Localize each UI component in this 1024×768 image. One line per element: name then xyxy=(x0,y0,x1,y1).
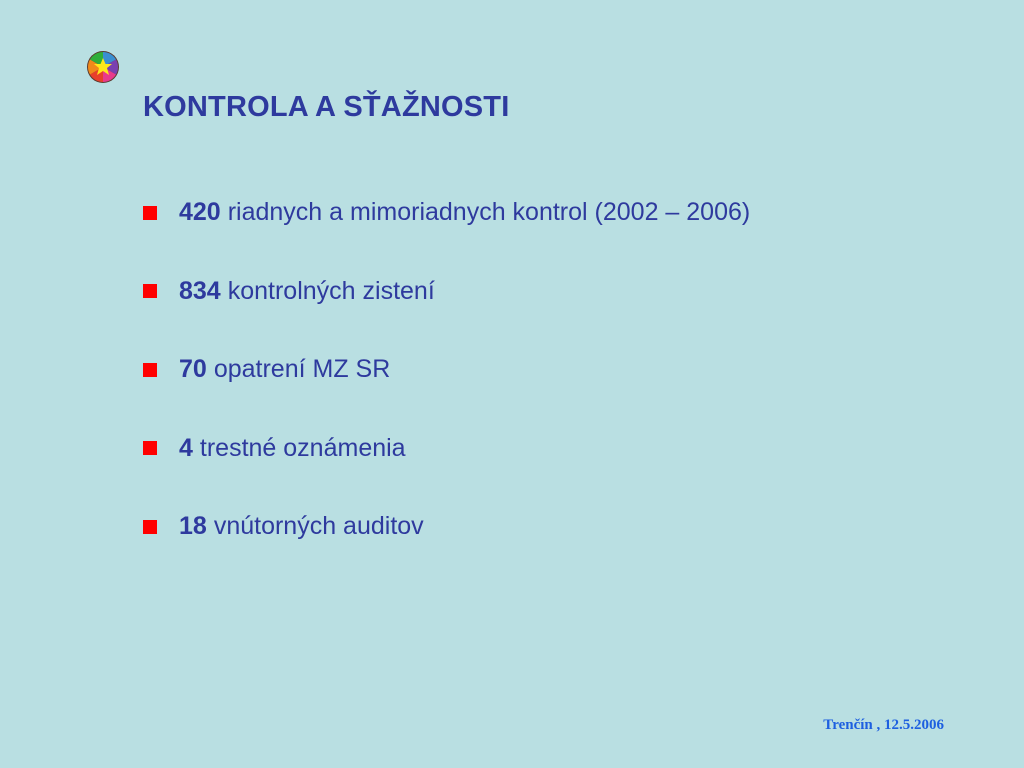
bullet-number: 70 xyxy=(179,355,207,383)
square-bullet-icon xyxy=(143,205,157,220)
bullet-item: 834 kontrolných zistení xyxy=(143,272,750,311)
bullet-text: riadnych a mimoriadnych kontrol (2002 – … xyxy=(227,198,751,226)
bullet-text: vnútorných auditov xyxy=(213,512,424,540)
bullet-item: 4 trestné oznámenia xyxy=(143,429,750,468)
bullet-item: 18 vnútorných auditov xyxy=(143,507,750,546)
bullet-list: 420 riadnych a mimoriadnych kontrol (200… xyxy=(143,193,750,586)
square-bullet-icon xyxy=(143,441,157,455)
footer-location-date: Trenčín , 12.5.2006 xyxy=(823,717,944,733)
slide-title: KONTROLA A SŤAŽNOSTI xyxy=(143,91,510,123)
bullet-item: 420 riadnych a mimoriadnych kontrol (200… xyxy=(143,193,750,232)
bullet-number: 420 xyxy=(179,198,221,226)
multicolor-puzzle-circle-icon xyxy=(87,51,119,83)
bullet-item: 70 opatrení MZ SR xyxy=(143,350,750,389)
square-bullet-icon xyxy=(143,519,157,534)
bullet-text: kontrolných zistení xyxy=(227,276,435,305)
square-bullet-icon xyxy=(143,362,157,377)
bullet-number: 18 xyxy=(179,512,207,540)
bullet-number: 4 xyxy=(179,433,193,462)
square-bullet-icon xyxy=(143,284,157,298)
bullet-number: 834 xyxy=(179,276,221,305)
bullet-text: opatrení MZ SR xyxy=(213,355,391,383)
bullet-text: trestné oznámenia xyxy=(199,433,406,462)
